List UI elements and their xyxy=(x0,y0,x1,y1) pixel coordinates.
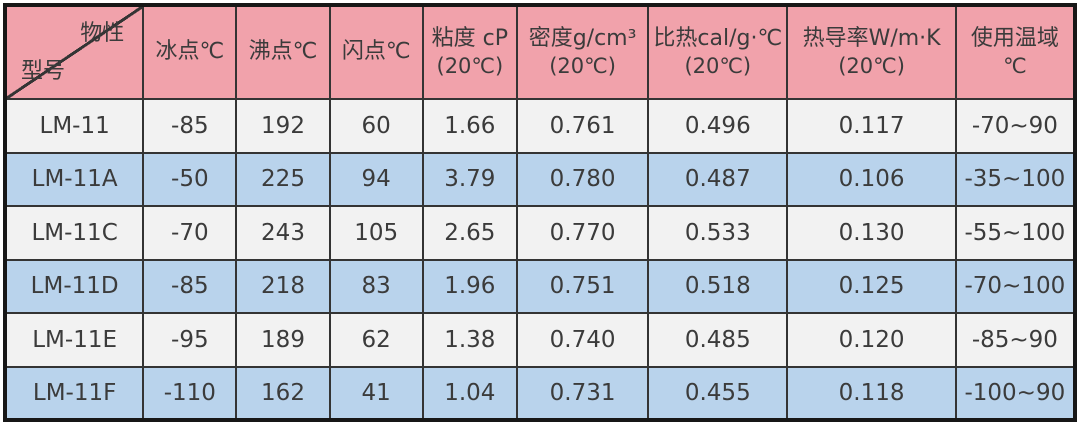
value-cell: 0.125 xyxy=(786,258,957,314)
column-header-operating-range: 使用温域 ℃ xyxy=(954,4,1077,100)
value-cell: -95 xyxy=(142,312,238,368)
model-cell: LM-11A xyxy=(3,151,145,207)
model-cell: LM-11 xyxy=(3,98,145,154)
value-cell: 1.04 xyxy=(421,365,518,421)
corner-label-property: 物性 xyxy=(80,21,125,46)
value-cell: 0.770 xyxy=(515,205,650,261)
value-cell: 83 xyxy=(328,258,424,314)
column-header-thermal-conductivity: 热导率W/m·K (20℃) xyxy=(786,4,957,100)
table-row: LM-11E -95 189 62 1.38 0.740 0.485 0.120… xyxy=(3,312,1077,368)
value-cell: 94 xyxy=(328,151,424,207)
value-cell: 0.485 xyxy=(647,312,789,368)
table-row: LM-11 -85 192 60 1.66 0.761 0.496 0.117 … xyxy=(3,98,1077,154)
value-cell: 0.117 xyxy=(786,98,957,154)
column-header-freezing-point: 冰点℃ xyxy=(142,4,238,100)
value-cell: 0.740 xyxy=(515,312,650,368)
value-cell: 243 xyxy=(235,205,331,261)
table-row: LM-11A -50 225 94 3.79 0.780 0.487 0.106… xyxy=(3,151,1077,207)
value-cell: 0.761 xyxy=(515,98,650,154)
value-cell: 0.731 xyxy=(515,365,650,421)
value-cell: -110 xyxy=(142,365,238,421)
value-cell: 1.38 xyxy=(421,312,518,368)
value-cell: 162 xyxy=(235,365,331,421)
value-cell: 0.780 xyxy=(515,151,650,207)
corner-label-model: 型号 xyxy=(21,59,66,85)
corner-header-cell: 物性 型号 xyxy=(3,4,145,100)
value-cell: 218 xyxy=(235,258,331,314)
value-cell: 1.96 xyxy=(421,258,518,314)
value-cell: 0.751 xyxy=(515,258,650,314)
model-cell: LM-11F xyxy=(3,365,145,421)
model-cell: LM-11D xyxy=(3,258,145,314)
table-row: LM-11C -70 243 105 2.65 0.770 0.533 0.13… xyxy=(3,205,1077,261)
value-cell: -50 xyxy=(142,151,238,207)
model-cell: LM-11C xyxy=(3,205,145,261)
value-cell: 0.496 xyxy=(647,98,789,154)
column-header-boiling-point: 沸点℃ xyxy=(235,4,331,100)
column-header-flash-point: 闪点℃ xyxy=(328,4,424,100)
table-row: LM-11F -110 162 41 1.04 0.731 0.455 0.11… xyxy=(3,365,1077,421)
value-cell: 105 xyxy=(328,205,424,261)
value-cell: -70~90 xyxy=(954,98,1077,154)
value-cell: -100~90 xyxy=(954,365,1077,421)
value-cell: -70 xyxy=(142,205,238,261)
table-row: LM-11D -85 218 83 1.96 0.751 0.518 0.125… xyxy=(3,258,1077,314)
value-cell: -70~100 xyxy=(954,258,1077,314)
value-cell: 0.455 xyxy=(647,365,789,421)
value-cell: 0.130 xyxy=(786,205,957,261)
value-cell: 0.533 xyxy=(647,205,789,261)
value-cell: 41 xyxy=(328,365,424,421)
properties-table: 物性 型号 冰点℃ 沸点℃ 闪点℃ 粘度 cP (20℃) xyxy=(3,3,1077,422)
value-cell: 189 xyxy=(235,312,331,368)
column-header-viscosity: 粘度 cP (20℃) xyxy=(421,4,518,100)
value-cell: -85~90 xyxy=(954,312,1077,368)
value-cell: 62 xyxy=(328,312,424,368)
table-body: LM-11 -85 192 60 1.66 0.761 0.496 0.117 … xyxy=(3,98,1077,421)
value-cell: 192 xyxy=(235,98,331,154)
value-cell: 0.118 xyxy=(786,365,957,421)
value-cell: 0.518 xyxy=(647,258,789,314)
value-cell: -35~100 xyxy=(954,151,1077,207)
value-cell: -55~100 xyxy=(954,205,1077,261)
column-header-specific-heat: 比热cal/g·℃ (20℃) xyxy=(647,4,789,100)
model-cell: LM-11E xyxy=(3,312,145,368)
value-cell: 0.120 xyxy=(786,312,957,368)
value-cell: 0.106 xyxy=(786,151,957,207)
header-row: 物性 型号 冰点℃ 沸点℃ 闪点℃ 粘度 cP (20℃) xyxy=(3,4,1077,100)
table-header: 物性 型号 冰点℃ 沸点℃ 闪点℃ 粘度 cP (20℃) xyxy=(3,4,1077,100)
value-cell: 1.66 xyxy=(421,98,518,154)
value-cell: 60 xyxy=(328,98,424,154)
value-cell: -85 xyxy=(142,258,238,314)
value-cell: 0.487 xyxy=(647,151,789,207)
value-cell: 3.79 xyxy=(421,151,518,207)
column-header-density: 密度g/cm³ (20℃) xyxy=(515,4,650,100)
value-cell: 2.65 xyxy=(421,205,518,261)
value-cell: 225 xyxy=(235,151,331,207)
value-cell: -85 xyxy=(142,98,238,154)
